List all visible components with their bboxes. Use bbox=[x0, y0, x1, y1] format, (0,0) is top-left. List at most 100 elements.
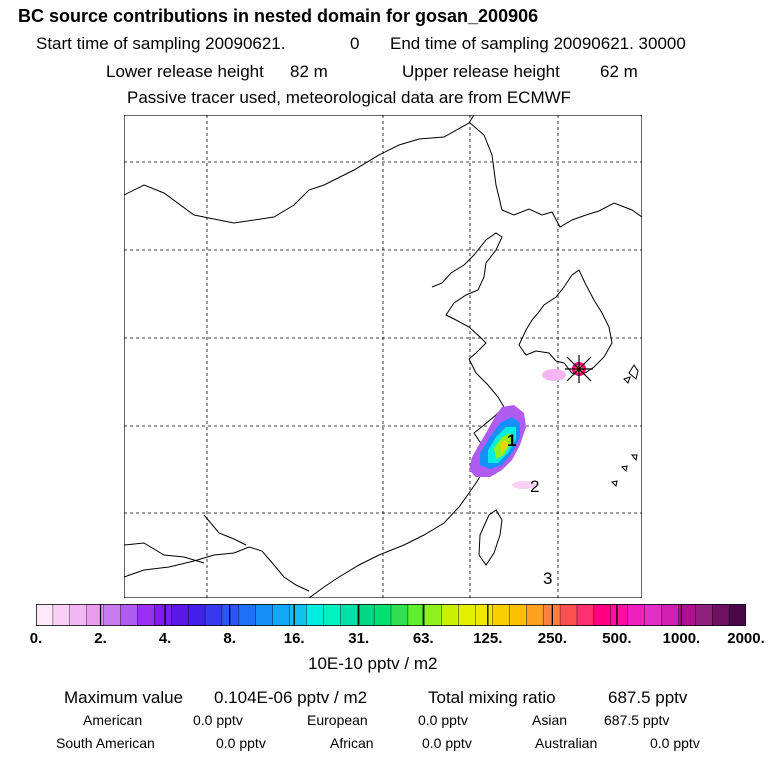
inland-line-2 bbox=[124, 542, 205, 564]
colorbar-cell bbox=[204, 604, 223, 626]
colorbar-cell bbox=[69, 604, 88, 626]
region-value-african: 0.0 pptv bbox=[422, 735, 472, 751]
colorbar-tick-label: 125. bbox=[473, 630, 503, 647]
coastlines bbox=[124, 115, 642, 598]
colorbar-cell bbox=[492, 604, 511, 626]
colorbar-cell bbox=[154, 604, 172, 626]
upper-height-label: Upper release height bbox=[402, 62, 560, 81]
border-manchuria bbox=[469, 122, 642, 228]
japan-island-2 bbox=[623, 376, 631, 384]
colorbar-cell bbox=[171, 604, 189, 626]
total-mixing-value: 687.5 pptv bbox=[608, 688, 688, 707]
colorbar-cell bbox=[627, 604, 646, 626]
colorbar-tick-label: 16. bbox=[283, 630, 305, 647]
max-value: 0.104E-06 pptv / m2 bbox=[214, 688, 368, 707]
region-name-european: European bbox=[307, 712, 368, 728]
colorbar-cell bbox=[559, 604, 578, 626]
colorbar-cell bbox=[576, 604, 595, 626]
border-north bbox=[124, 115, 475, 224]
region-label-3: 3 bbox=[543, 569, 552, 588]
region-value-south-american: 0.0 pptv bbox=[216, 735, 266, 751]
region-value-european: 0.0 pptv bbox=[418, 712, 468, 728]
receptor-marker bbox=[565, 355, 593, 383]
colorbar-cell bbox=[289, 604, 308, 626]
region-label-2: 2 bbox=[530, 477, 539, 496]
region-name-australian: Australian bbox=[535, 735, 598, 751]
colorbar-cell bbox=[221, 604, 240, 626]
plume-faint-2 bbox=[512, 481, 536, 489]
max-value-label: Maximum value bbox=[64, 688, 184, 707]
colorbar-cell bbox=[441, 604, 460, 626]
colorbar-cell bbox=[728, 604, 746, 626]
korea-peninsula bbox=[518, 269, 613, 376]
source-contribution-map: 1 2 3 bbox=[124, 115, 642, 598]
region-name-south-american: South American bbox=[56, 735, 155, 751]
lower-height-label: Lower release height bbox=[106, 62, 264, 81]
colorbar-cell bbox=[373, 604, 392, 626]
region-value-australian: 0.0 pptv bbox=[650, 735, 700, 751]
start-time-label: Start time of sampling 20090621. bbox=[36, 34, 286, 53]
region-value-asian: 687.5 pptv bbox=[604, 712, 670, 728]
contribution-plume bbox=[469, 369, 566, 489]
colorbar-tick-label: 0. bbox=[29, 630, 43, 647]
colorbar-cell bbox=[526, 604, 544, 626]
colorbar-cell bbox=[424, 604, 443, 626]
colorbar-cell bbox=[187, 604, 206, 626]
colorbar-cell bbox=[137, 604, 156, 626]
colorbar-cell bbox=[120, 604, 139, 626]
colorbar-cell bbox=[323, 604, 341, 626]
lower-height-value: 82 m bbox=[290, 62, 328, 81]
colorbar-cell bbox=[103, 604, 122, 626]
colorbar-cell bbox=[272, 604, 291, 626]
colorbar-cell bbox=[390, 604, 409, 626]
colorbar-cell bbox=[306, 604, 325, 626]
region-value-american: 0.0 pptv bbox=[193, 712, 243, 728]
region-label-1: 1 bbox=[507, 431, 516, 450]
plume-near-receptor bbox=[542, 369, 566, 381]
colorbar-tick-label: 500. bbox=[602, 630, 632, 647]
colorbar-cell bbox=[661, 604, 680, 626]
colorbar-cell bbox=[356, 604, 375, 626]
ryukyu-island-2 bbox=[620, 465, 628, 473]
south-coast bbox=[124, 546, 310, 592]
colorbar-cell bbox=[644, 604, 663, 626]
inland-line-1 bbox=[203, 514, 247, 546]
ryukyu-island-1 bbox=[630, 454, 638, 462]
total-mixing-label: Total mixing ratio bbox=[428, 688, 556, 707]
colorbar-tick-label: 63. bbox=[412, 630, 434, 647]
colorbar-cell bbox=[255, 604, 274, 626]
colorbar-cell bbox=[695, 604, 713, 626]
colorbar-cell bbox=[509, 604, 527, 626]
end-time-label: End time of sampling 20090621. 30000 bbox=[390, 34, 686, 53]
colorbar-cell bbox=[610, 604, 629, 626]
colorbar-tick-label: 250. bbox=[537, 630, 567, 647]
upper-height-value: 62 m bbox=[600, 62, 638, 81]
chart-title: BC source contributions in nested domain… bbox=[18, 6, 539, 26]
region-name-american: American bbox=[83, 712, 143, 728]
colorbar bbox=[36, 604, 746, 626]
plume-max bbox=[500, 439, 508, 453]
colorbar-tick-label: 8. bbox=[223, 630, 236, 647]
map-grid bbox=[124, 115, 642, 598]
taiwan bbox=[478, 509, 503, 566]
colorbar-cell bbox=[52, 604, 71, 626]
colorbar-tick-label: 2000. bbox=[727, 630, 765, 647]
colorbar-cell bbox=[238, 604, 257, 626]
colorbar-cell bbox=[458, 604, 477, 626]
japan-island-1 bbox=[628, 364, 639, 380]
start-time-value: 0 bbox=[350, 34, 360, 53]
colorbar-tick-label: 4. bbox=[158, 630, 172, 647]
colorbar-tick-label: 2. bbox=[94, 630, 107, 647]
ryukyu-island-3 bbox=[610, 480, 618, 488]
region-name-asian: Asian bbox=[532, 712, 568, 728]
colorbar-cell bbox=[711, 604, 730, 626]
colorbar-cell bbox=[36, 604, 54, 626]
tracer-note: Passive tracer used, meteorological data… bbox=[127, 88, 572, 107]
colorbar-tick-label: 31. bbox=[348, 630, 370, 647]
colorbar-cell bbox=[475, 604, 494, 626]
china-coast bbox=[308, 232, 505, 598]
colorbar-cell bbox=[340, 604, 358, 626]
colorbar-unit: 10E-10 pptv / m2 bbox=[308, 654, 438, 673]
colorbar-tick-label: 1000. bbox=[662, 630, 701, 647]
colorbar-cell bbox=[86, 604, 105, 626]
